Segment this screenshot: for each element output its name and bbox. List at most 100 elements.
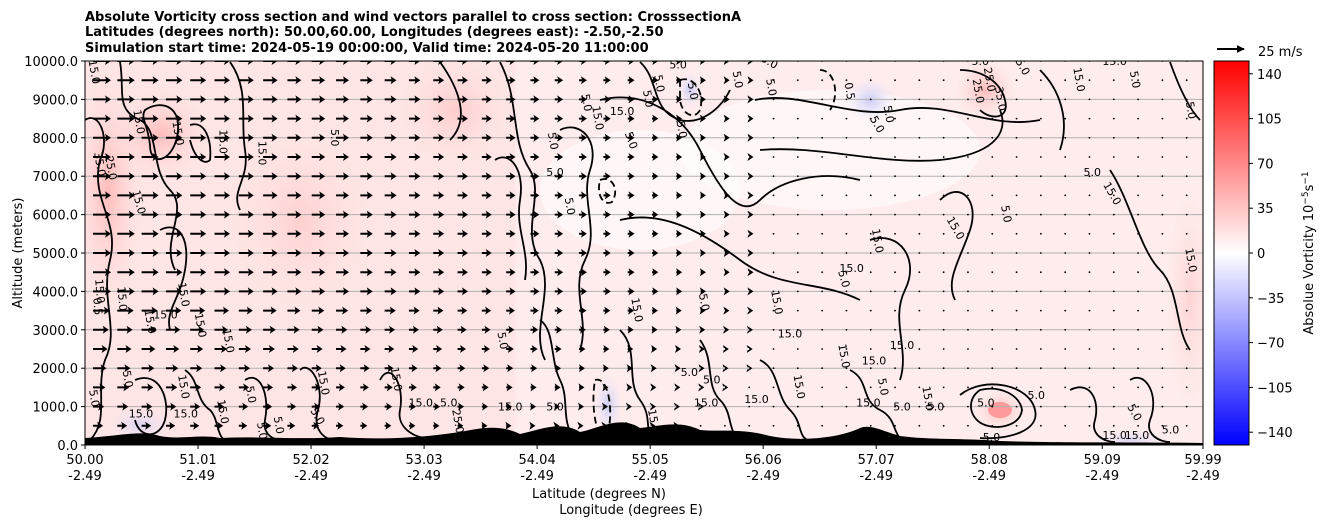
- contour-label: 15.0: [694, 397, 719, 410]
- wind-vector: [796, 309, 799, 312]
- wind-vector: [433, 287, 445, 296]
- wind-vector: [457, 95, 468, 104]
- wind-vector: [238, 402, 249, 411]
- wind-vector: [821, 271, 824, 274]
- wind-vector: [1112, 328, 1115, 331]
- x-tick-label-lon: -2.49: [633, 469, 667, 484]
- wind-vector: [1112, 405, 1115, 408]
- x-tick-label-lon: -2.49: [407, 469, 441, 484]
- wind-vector: [238, 287, 254, 296]
- wind-vector: [699, 268, 706, 277]
- contour-label: 5.0: [685, 81, 701, 100]
- wind-vector: [967, 252, 969, 254]
- wind-vector: [1015, 290, 1018, 293]
- wind-vector: [1088, 290, 1091, 293]
- wind-vector: [918, 98, 921, 101]
- wind-vector: [942, 136, 945, 139]
- wind-vector: [918, 213, 921, 216]
- wind-vector: [796, 136, 799, 139]
- wind-vector: [1161, 117, 1164, 120]
- wind-vector: [1137, 348, 1139, 350]
- contour-label: 5.0: [1028, 389, 1046, 402]
- wind-vector: [845, 136, 848, 139]
- wind-vector: [287, 325, 300, 334]
- wind-vector: [918, 271, 921, 274]
- wind-vector: [311, 133, 326, 142]
- wind-vector: [748, 424, 751, 427]
- wind-vector: [772, 136, 775, 139]
- wind-vector: [676, 133, 683, 142]
- wind-vector: [1064, 424, 1067, 427]
- wind-vector: [214, 114, 230, 123]
- contour-label: 0.5: [842, 81, 858, 100]
- contour-line: [499, 61, 546, 361]
- wind-vector: [1015, 79, 1018, 82]
- wind-vector: [263, 153, 278, 161]
- contour-line: [1129, 377, 1171, 443]
- contour-label: 15.0: [768, 289, 785, 315]
- wind-vector: [991, 175, 994, 178]
- wind-vector: [433, 383, 441, 392]
- wind-vector: [141, 421, 152, 430]
- wind-vector: [918, 386, 921, 389]
- y-tick-label: 3000.0: [33, 324, 79, 339]
- wind-vector: [845, 271, 848, 274]
- wind-vector: [190, 249, 207, 257]
- wind-vector: [747, 133, 754, 142]
- wind-vector: [772, 156, 775, 158]
- wind-vector: [141, 268, 159, 277]
- wind-vector: [1039, 175, 1042, 178]
- wind-vector: [1015, 271, 1018, 274]
- wind-vector: [579, 229, 587, 238]
- wind-vector: [408, 61, 421, 65]
- wind-vector: [845, 79, 848, 82]
- wind-vector: [360, 268, 373, 277]
- wind-vector: [1088, 156, 1091, 158]
- wind-vector: [674, 383, 681, 392]
- wind-vector: [214, 383, 226, 392]
- wind-vector: [1137, 98, 1139, 101]
- wind-vector: [141, 95, 159, 104]
- wind-vector: [554, 345, 562, 353]
- wind-vector: [336, 76, 349, 85]
- wind-vector: [554, 133, 564, 142]
- wind-vector: [93, 61, 111, 65]
- wind-vector: [1137, 252, 1139, 254]
- wind-vector: [530, 114, 540, 123]
- contour-label: 15.0: [255, 141, 268, 166]
- wind-vector: [408, 383, 417, 392]
- wind-vector: [141, 325, 157, 334]
- wind-vector: [603, 210, 611, 219]
- wind-vector: [141, 287, 159, 296]
- wind-vector: [821, 367, 824, 370]
- wind-vector: [967, 367, 969, 370]
- wind-vector: [311, 114, 326, 123]
- wind-vector: [967, 328, 969, 331]
- contour-label: 5.0: [759, 52, 781, 72]
- wind-vector: [165, 345, 180, 353]
- wind-vector: [408, 306, 420, 315]
- wind-vector: [554, 249, 564, 257]
- wind-vector: [652, 61, 659, 65]
- colorbar-tick-label: 0: [1257, 247, 1265, 262]
- wind-vector: [481, 191, 492, 200]
- wind-vector: [336, 345, 347, 353]
- wind-vector: [894, 175, 896, 178]
- wind-vector: [942, 290, 945, 293]
- wind-vector: [554, 114, 564, 123]
- wind-vector: [117, 402, 129, 411]
- wind-vector: [676, 95, 683, 104]
- wind-vector: [530, 306, 539, 315]
- wind-vector: [796, 386, 799, 389]
- contour-label: 15.0: [856, 397, 881, 410]
- wind-vector: [746, 345, 753, 353]
- colorbar-label: Absolue Vorticity 10−5s−1: [1301, 171, 1317, 334]
- wind-vector: [894, 328, 896, 331]
- wind-vector: [1039, 136, 1042, 139]
- y-tick-label: 6000.0: [33, 209, 79, 224]
- wind-vector: [1112, 271, 1115, 274]
- wind-vector: [384, 306, 396, 315]
- wind-vector: [117, 95, 135, 104]
- x-tick-label-lon: -2.49: [859, 469, 893, 484]
- wind-vector: [1088, 232, 1091, 235]
